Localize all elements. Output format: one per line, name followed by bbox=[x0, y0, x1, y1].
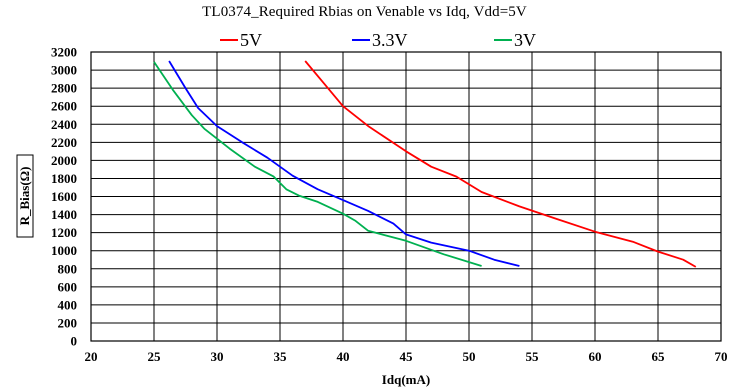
x-tick-label: 25 bbox=[148, 349, 162, 364]
legend: 5V 3.3V 3V bbox=[220, 30, 536, 50]
x-tick-label: 30 bbox=[211, 349, 224, 364]
y-tick-label: 600 bbox=[58, 279, 78, 294]
y-tick-label: 1800 bbox=[51, 171, 77, 186]
y-tick-label: 3000 bbox=[51, 63, 77, 78]
series-line-33V bbox=[168, 60, 520, 267]
y-tick-label: 2200 bbox=[51, 135, 77, 150]
legend-label: 5V bbox=[240, 30, 262, 50]
chart-title: TL0374_Required Rbias on Venable vs Idq,… bbox=[202, 4, 527, 20]
y-tick-label: 400 bbox=[58, 297, 78, 312]
y-tick-label: 2600 bbox=[51, 99, 77, 114]
series-line-3V bbox=[153, 61, 482, 267]
y-tick-label: 1200 bbox=[51, 225, 77, 240]
legend-label: 3.3V bbox=[372, 30, 408, 50]
y-tick-label: 3200 bbox=[51, 45, 77, 60]
x-tick-label: 20 bbox=[85, 349, 98, 364]
y-tick-label: 1000 bbox=[51, 243, 77, 258]
x-tick-label: 50 bbox=[463, 349, 476, 364]
x-tick-label: 55 bbox=[526, 349, 540, 364]
plot-border bbox=[90, 51, 722, 342]
series-line-5V bbox=[304, 60, 697, 268]
y-tick-label: 1600 bbox=[51, 189, 77, 204]
y-tick-label: 200 bbox=[58, 315, 78, 330]
y-tick-label: 800 bbox=[58, 261, 78, 276]
y-axis-title: R_Bias(Ω) bbox=[17, 167, 32, 226]
y-tick-label: 2000 bbox=[51, 153, 77, 168]
axes: 0 200 400 600 800 1000 1200 1400 1600 1800 2000 220… bbox=[16, 45, 728, 387]
x-tick-label: 60 bbox=[589, 349, 602, 364]
y-axis-title-box bbox=[16, 154, 34, 238]
x-axis-title: Idq(mA) bbox=[382, 372, 430, 387]
y-tick-label: 1400 bbox=[51, 207, 77, 222]
x-tick-label: 70 bbox=[715, 349, 728, 364]
legend-label: 3V bbox=[514, 30, 536, 50]
y-tick-label: 0 bbox=[71, 334, 78, 349]
x-tick-label: 45 bbox=[400, 349, 414, 364]
series-lines bbox=[153, 60, 697, 268]
x-tick-label: 40 bbox=[337, 349, 350, 364]
x-tick-label: 65 bbox=[652, 349, 666, 364]
y-tick-label: 2800 bbox=[51, 81, 77, 96]
grid bbox=[90, 51, 722, 342]
x-tick-label: 35 bbox=[274, 349, 288, 364]
y-tick-label: 2400 bbox=[51, 117, 77, 132]
